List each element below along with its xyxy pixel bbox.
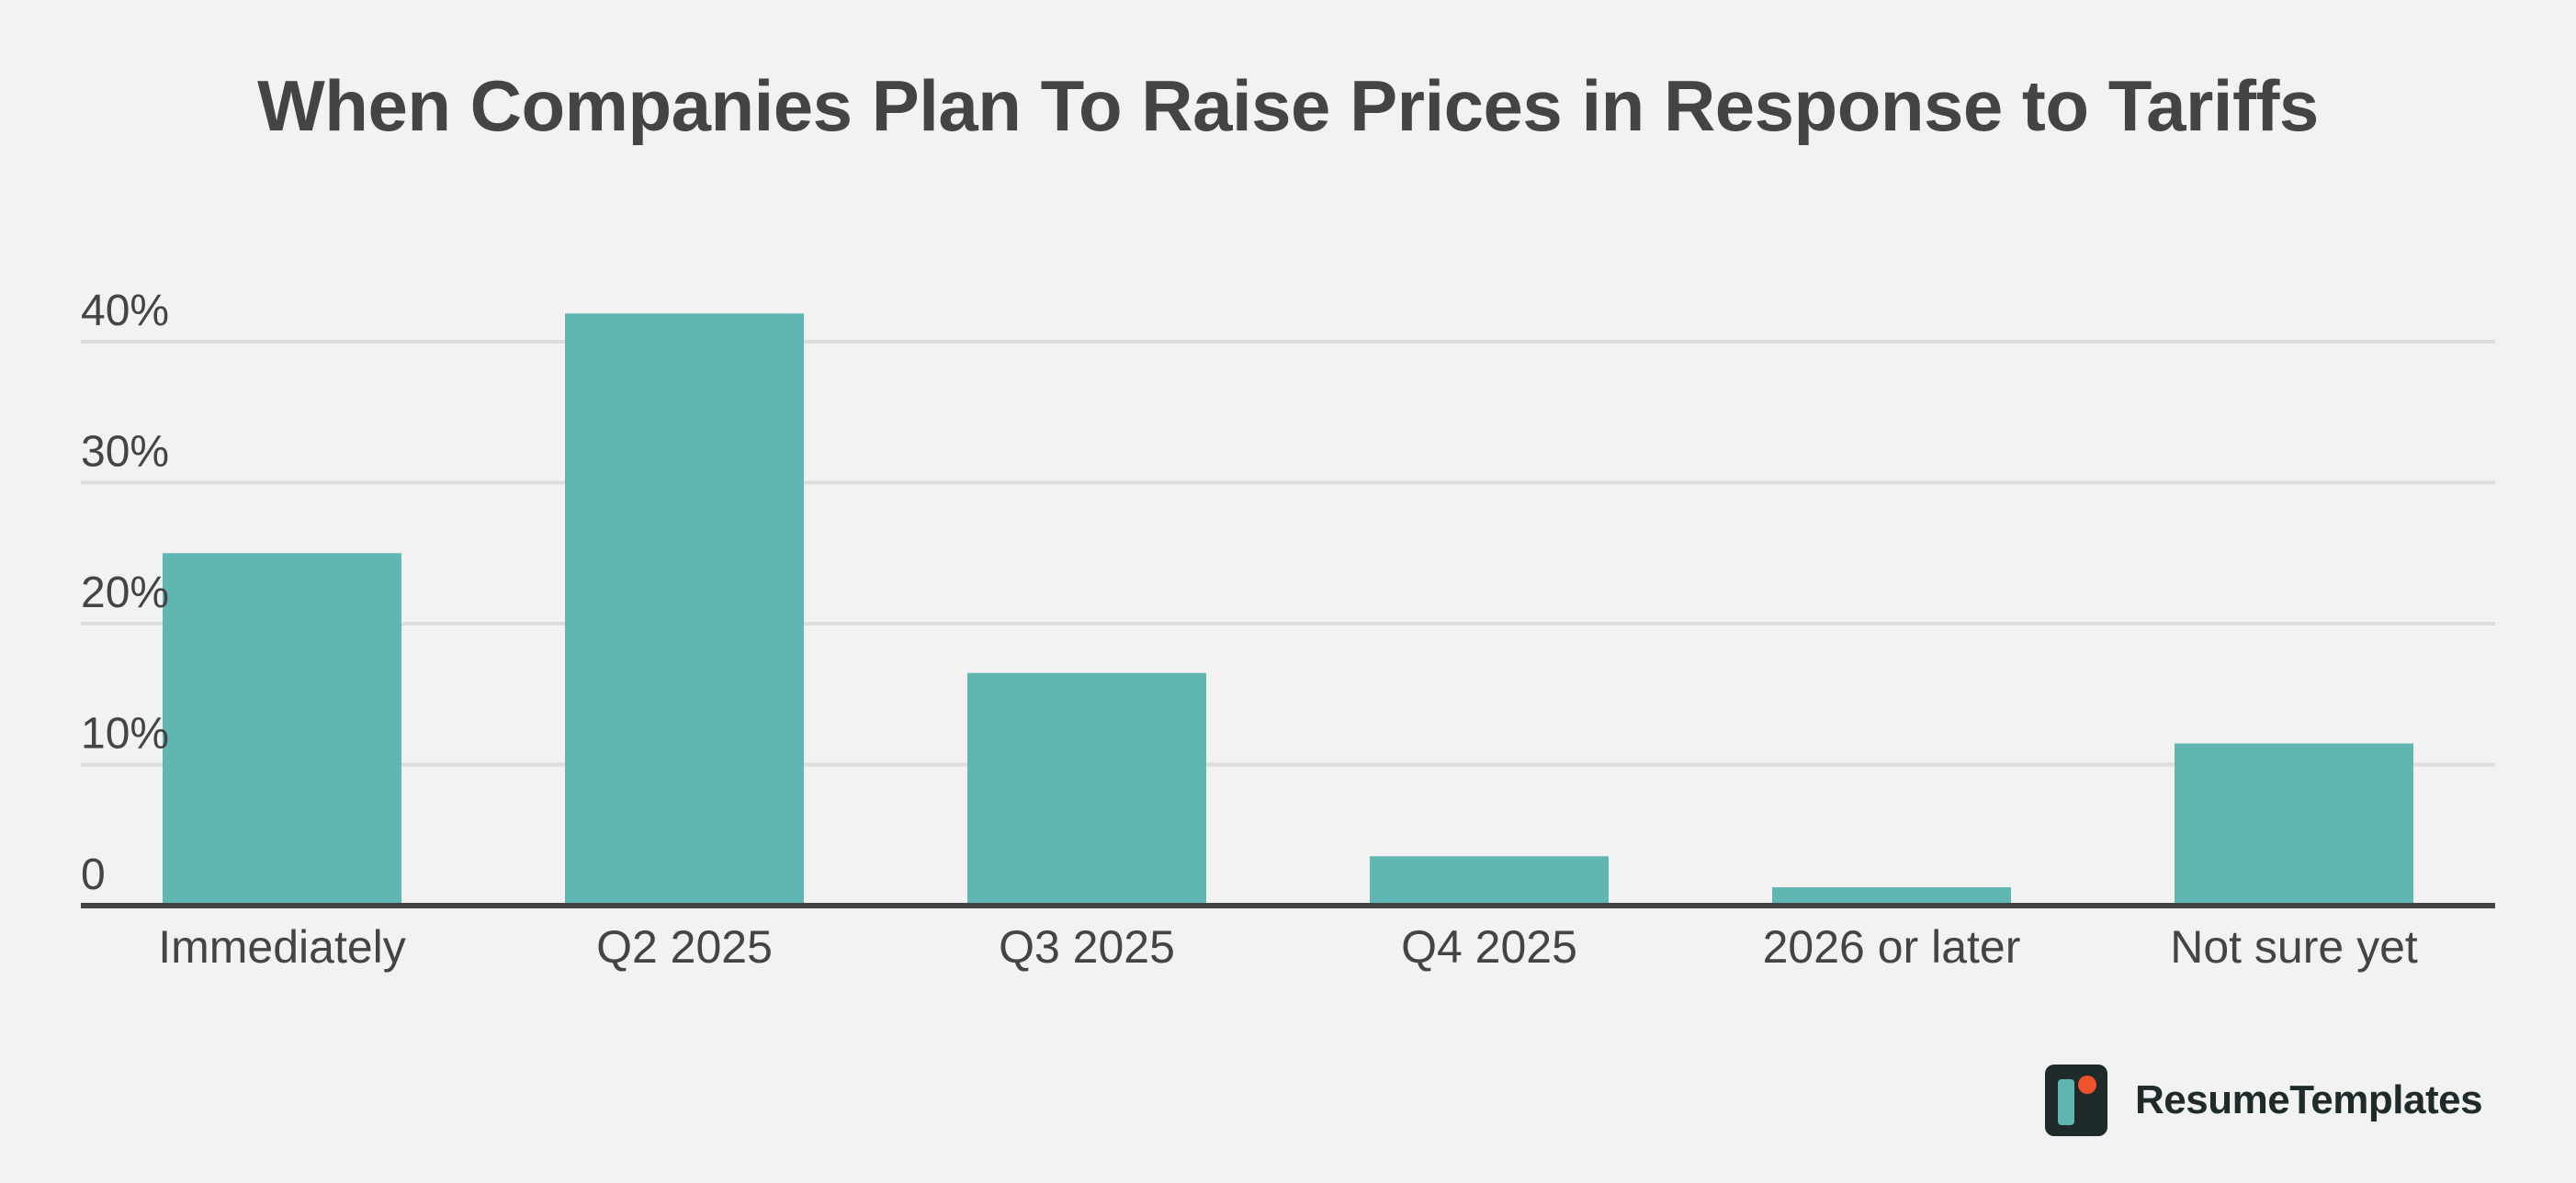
y-axis-ticks: 0 10% 20% 30% 40%: [81, 287, 169, 899]
x-axis-labels: Immediately Q2 2025 Q3 2025 Q4 2025 2026 or …: [158, 921, 2418, 973]
bar: [967, 672, 1206, 906]
chart-title: When Companies Plan To Raise Prices in R…: [257, 65, 2319, 146]
bar: [1772, 887, 2011, 906]
x-category-label: Q3 2025: [999, 921, 1175, 973]
grid-lines: [81, 340, 2495, 767]
y-tick-label: 10%: [81, 710, 169, 759]
bars: [163, 313, 2413, 906]
x-category-label: Not sure yet: [2170, 921, 2418, 973]
x-category-label: Immediately: [158, 921, 406, 973]
bar: [565, 313, 804, 906]
y-tick-label: 0: [81, 851, 106, 899]
brand-footer: ResumeTemplates: [2045, 1064, 2483, 1137]
x-category-label: Q4 2025: [1401, 921, 1577, 973]
bar: [2175, 743, 2413, 906]
bar: [1370, 856, 1609, 906]
y-tick-label: 40%: [81, 287, 169, 335]
resumetemplates-logo-icon: [2045, 1065, 2107, 1136]
bar: [163, 553, 401, 906]
x-category-label: Q2 2025: [596, 921, 773, 973]
brand-name: ResumeTemplates: [2135, 1077, 2483, 1122]
x-category-label: 2026 or later: [1763, 921, 2021, 973]
y-tick-label: 30%: [81, 428, 169, 477]
y-tick-label: 20%: [81, 569, 169, 617]
